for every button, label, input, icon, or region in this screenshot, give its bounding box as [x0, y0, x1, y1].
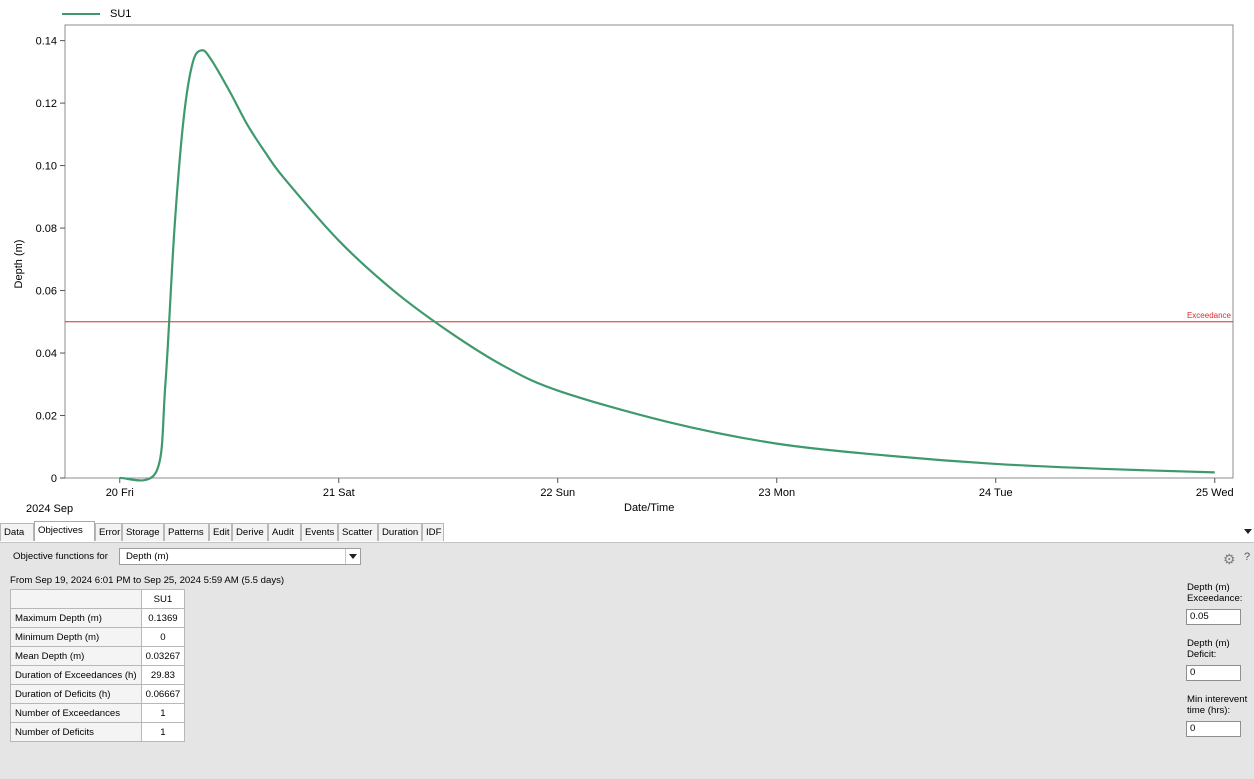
y-tick-label: 0.14: [36, 36, 57, 48]
table-row: Minimum Depth (m) 0: [10, 627, 186, 647]
date-range-text: From Sep 19, 2024 6:01 PM to Sep 25, 202…: [10, 575, 285, 586]
table-row: Mean Depth (m) 0.03267: [10, 646, 186, 666]
row-label: Maximum Depth (m): [10, 608, 142, 628]
help-icon[interactable]: ?: [1244, 551, 1251, 563]
series-line-su1: [119, 49, 1215, 482]
chevron-down-icon[interactable]: [345, 549, 360, 564]
row-value: 29.83: [140, 665, 186, 685]
x-tick-label: 24 Tue: [979, 487, 1013, 499]
tab-objectives[interactable]: Objectives: [34, 521, 95, 541]
row-label: Number of Exceedances: [10, 703, 142, 723]
row-value: 1: [140, 722, 186, 742]
exceedance-label: Depth (m) Exceedance:: [1187, 582, 1243, 604]
tab-duration[interactable]: Duration: [378, 523, 422, 541]
table-row: Duration of Exceedances (h) 29.83: [10, 665, 186, 685]
deficit-label: Depth (m) Deficit:: [1187, 638, 1230, 660]
y-tick-label: 0.02: [36, 411, 57, 423]
row-label: Duration of Deficits (h): [10, 684, 142, 704]
tab-error[interactable]: Error: [95, 523, 122, 541]
x-tick-label: 23 Mon: [758, 487, 795, 499]
row-value: 0.06667: [140, 684, 186, 704]
x-tick-label: 20 Fri: [106, 487, 134, 499]
row-value: 1: [140, 703, 186, 723]
tab-storage[interactable]: Storage: [122, 523, 164, 541]
gear-icon[interactable]: ⚙: [1223, 551, 1236, 567]
y-tick-label: 0.06: [36, 286, 57, 298]
y-tick-label: 0.12: [36, 98, 57, 110]
min-interevent-input[interactable]: 0: [1186, 721, 1241, 737]
objective-functions-label: Objective functions for: [13, 551, 108, 562]
min-interevent-label: Min interevent time (hrs):: [1187, 694, 1248, 716]
chart-area: SU1 0 0.02 0.04 0.06 0.08 0.10 0.12 0.14 20 Fri 2…: [13, 6, 1234, 515]
legend-label: SU1: [110, 8, 132, 20]
row-label: Minimum Depth (m): [10, 627, 142, 647]
row-value: 0.03267: [140, 646, 186, 666]
tab-edit[interactable]: Edit: [209, 523, 232, 541]
y-tick-label: 0.04: [36, 348, 57, 360]
table-corner-cell: [10, 589, 142, 609]
objectives-table: SU1 Maximum Depth (m) 0.1369 Minimum Depth…: [10, 589, 186, 742]
legend-swatch: [62, 13, 100, 15]
chart-legend: SU1: [62, 6, 131, 22]
objectives-panel: Objective functions for Depth (m) From S…: [0, 542, 1254, 779]
x-axis-title: Date/Time: [624, 502, 675, 514]
exceedance-label: Exceedance: [1187, 311, 1232, 320]
depth-chart: 0 0.02 0.04 0.06 0.08 0.10 0.12 0.14 20 Fri 21 Sa…: [36, 24, 1234, 499]
table-column-header: SU1: [140, 589, 186, 609]
table-row: Number of Exceedances 1: [10, 703, 186, 723]
tab-data[interactable]: Data: [0, 523, 34, 541]
objective-variable-value: Depth (m): [126, 551, 169, 562]
x-tick-label: 21 Sat: [323, 487, 355, 499]
row-label: Mean Depth (m): [10, 646, 142, 666]
tab-overflow-chevron-icon[interactable]: [1244, 529, 1252, 534]
table-row: Duration of Deficits (h) 0.06667: [10, 684, 186, 704]
y-tick-label: 0: [51, 473, 57, 485]
x-axis-year-label: 2024 Sep: [26, 503, 74, 515]
x-tick-label: 25 Wed: [1196, 487, 1234, 499]
row-label: Duration of Exceedances (h): [10, 665, 142, 685]
row-value: 0.1369: [140, 608, 186, 628]
y-tick-label: 0.08: [36, 223, 57, 235]
tab-idf[interactable]: IDF: [422, 523, 444, 541]
tab-derive[interactable]: Derive: [232, 523, 268, 541]
y-axis-title: Depth (m): [13, 239, 25, 289]
tab-events[interactable]: Events: [301, 523, 338, 541]
y-tick-label: 0.10: [36, 161, 57, 173]
table-row: Number of Deficits 1: [10, 722, 186, 742]
tab-scatter[interactable]: Scatter: [338, 523, 378, 541]
row-value: 0: [140, 627, 186, 647]
row-label: Number of Deficits: [10, 722, 142, 742]
plot-frame: [64, 24, 1234, 479]
table-row: Maximum Depth (m) 0.1369: [10, 608, 186, 628]
tab-bar: Data Objectives Error Storage Patterns Edit De…: [0, 521, 1254, 542]
exceedance-input[interactable]: 0.05: [1186, 609, 1241, 625]
deficit-input[interactable]: 0: [1186, 665, 1241, 681]
x-tick-label: 22 Sun: [540, 487, 575, 499]
tab-audit[interactable]: Audit: [268, 523, 301, 541]
objective-variable-select[interactable]: Depth (m): [119, 548, 361, 565]
tab-patterns[interactable]: Patterns: [164, 523, 209, 541]
